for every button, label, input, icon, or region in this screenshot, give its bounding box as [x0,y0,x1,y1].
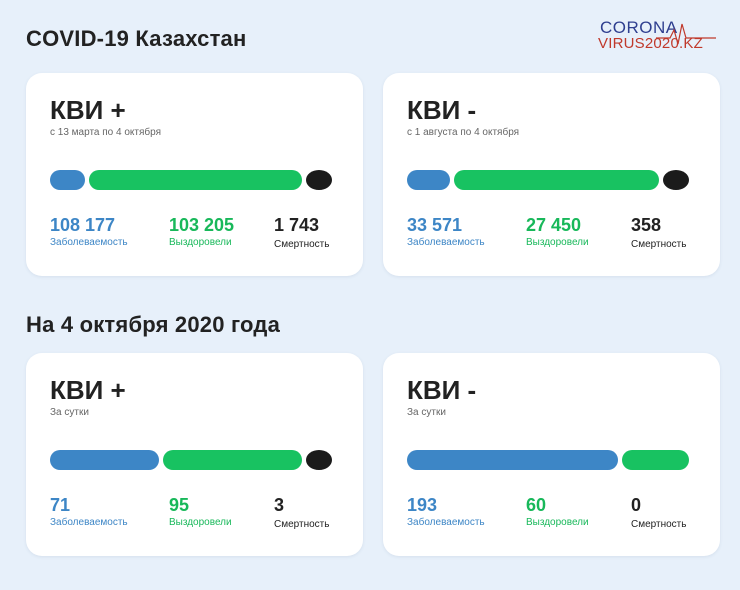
bar-cases-segment [50,170,85,190]
bar-deaths-segment [663,170,689,190]
stat-recovered: 60 Выздоровели [526,495,589,528]
stat-card-kvi-minus-total: КВИ - с 1 августа по 4 октября 33 571 За… [383,73,720,276]
cases-label: Заболеваемость [50,517,128,528]
proportion-bar [50,170,332,190]
recovered-value: 60 [526,495,547,515]
deaths-label: Смертность [631,239,687,250]
recovered-value: 27 450 [526,215,582,235]
deaths-label: Смертность [274,519,330,530]
card-period: За сутки [50,407,89,418]
stat-cases: 193 Заболеваемость [407,495,485,528]
recovered-label: Выздоровели [526,517,589,528]
recovered-label: Выздоровели [169,237,232,248]
cases-value: 193 [407,495,438,515]
card-period: За сутки [407,407,446,418]
proportion-bar [407,450,689,470]
stat-deaths: 0 Смертность [631,495,686,530]
stat-cases: 33 571 Заболеваемость [407,215,485,248]
section-title: На 4 октября 2020 года [26,312,281,337]
stat-card-kvi-minus-daily: КВИ - За сутки 193 Заболеваемость 60 Выз… [383,353,720,556]
cases-value: 71 [50,495,71,515]
stat-recovered: 27 450 Выздоровели [526,215,589,248]
stat-cases: 71 Заболеваемость [50,495,128,528]
deaths-value: 0 [631,495,642,515]
logo: CORONA VIRUS2020.KZ [598,18,716,56]
bar-cases-segment [407,170,450,190]
bar-deaths-segment [306,450,332,470]
stat-card-kvi-plus-total: КВИ + с 13 марта по 4 октября 108 177 За… [26,73,363,276]
bar-recovered-segment [89,170,302,190]
bar-recovered-segment [163,450,302,470]
stat-deaths: 358 Смертность [631,215,686,250]
stat-recovered: 103 205 Выздоровели [169,215,234,248]
cases-label: Заболеваемость [407,517,485,528]
bar-recovered-segment [454,170,659,190]
bar-cases-segment [407,450,618,470]
recovered-value: 95 [169,495,190,515]
page-title: COVID-19 Казахстан [26,26,247,51]
deaths-value: 358 [631,215,662,235]
proportion-bar [50,450,332,470]
recovered-value: 103 205 [169,215,235,235]
bar-deaths-segment [306,170,332,190]
deaths-label: Смертность [274,239,330,250]
recovered-label: Выздоровели [169,517,232,528]
card-period: с 1 августа по 4 октября [407,127,520,138]
logo-line2: VIRUS2020.KZ [598,35,703,52]
cases-value: 33 571 [407,215,463,235]
stat-card-kvi-plus-daily: КВИ + За сутки 71 Заболеваемость 95 Вызд… [26,353,363,556]
card-period: с 13 марта по 4 октября [50,127,161,138]
card-title: КВИ - [407,95,477,125]
stat-recovered: 95 Выздоровели [169,495,232,528]
card-title: КВИ + [50,375,126,405]
bar-recovered-segment [622,450,689,470]
cases-value: 108 177 [50,215,116,235]
deaths-label: Смертность [631,519,687,530]
stat-deaths: 1 743 Смертность [274,215,329,250]
deaths-value: 1 743 [274,215,320,235]
recovered-label: Выздоровели [526,237,589,248]
cases-label: Заболеваемость [50,237,128,248]
stat-deaths: 3 Смертность [274,495,329,530]
deaths-value: 3 [274,495,285,515]
heartbeat-icon [656,23,716,45]
proportion-bar [407,170,689,190]
cases-label: Заболеваемость [407,237,485,248]
card-title: КВИ - [407,375,477,405]
card-title: КВИ + [50,95,126,125]
bar-cases-segment [50,450,159,470]
logo-line1: CORONA [600,18,678,37]
stat-cases: 108 177 Заболеваемость [50,215,128,248]
